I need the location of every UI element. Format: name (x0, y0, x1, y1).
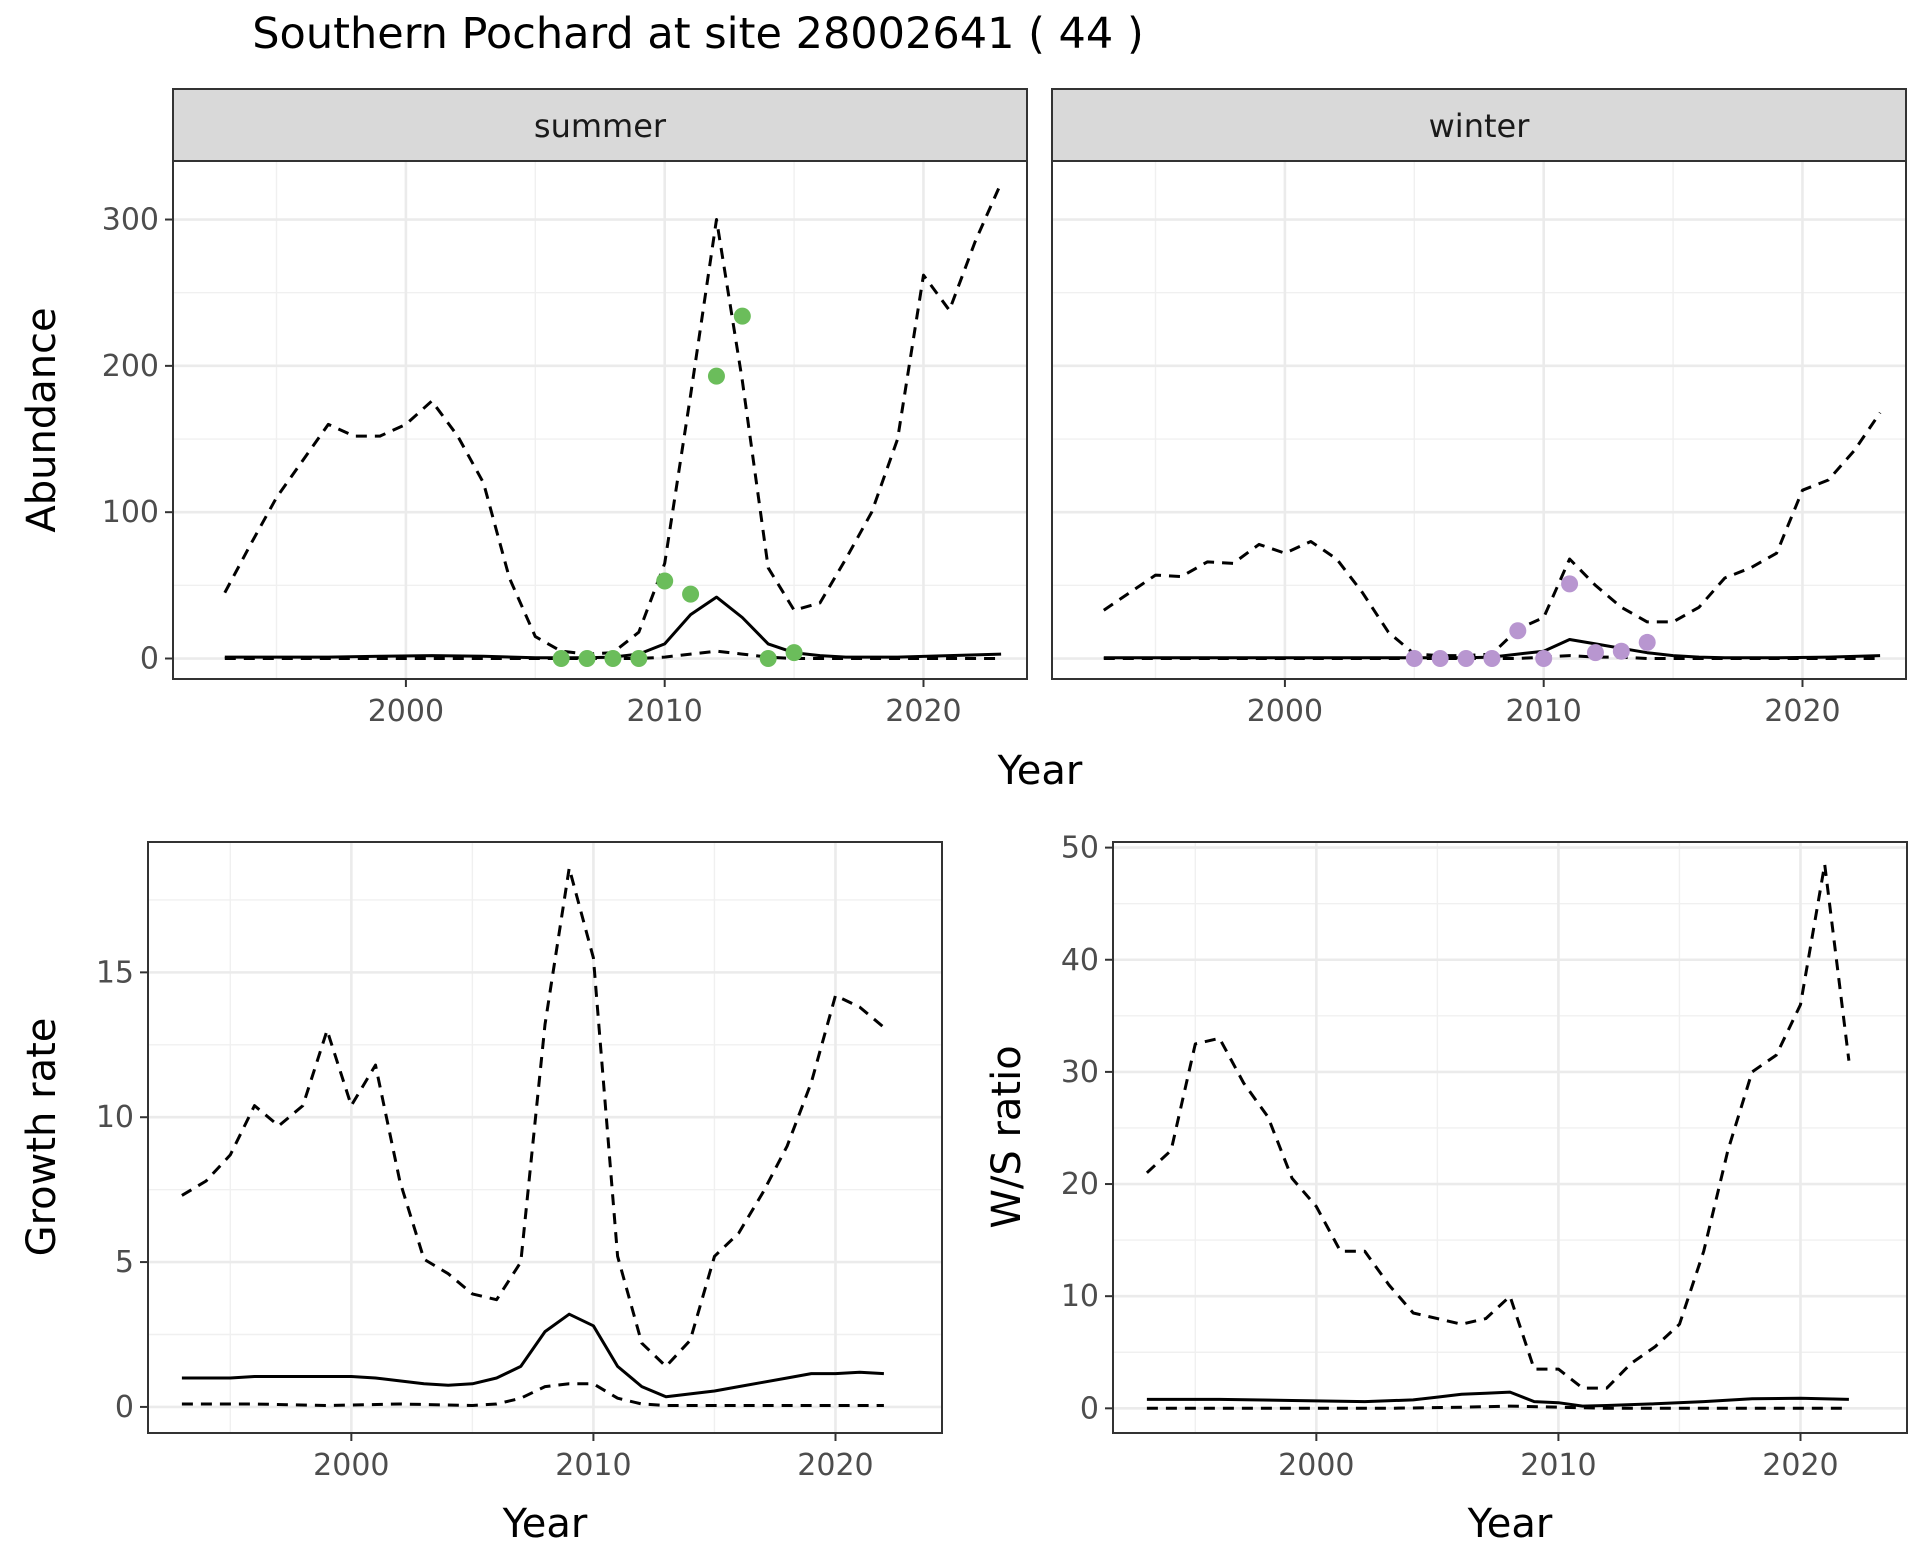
growth-rate-y-ticks: 0 5 10 15 (96, 955, 148, 1425)
dashed-line (1103, 654, 1881, 660)
ws-ratio-grid (1113, 842, 1907, 1433)
plot-background (173, 161, 1027, 679)
data-point (1561, 575, 1579, 593)
x-tick-label: 2000 (313, 1448, 389, 1483)
x-tick-label: 2020 (885, 694, 961, 729)
y-tick-label: 0 (115, 1390, 134, 1425)
y-tick-label: 0 (1080, 1391, 1099, 1426)
summer-plot-border (172, 160, 1028, 680)
data-point (1509, 622, 1527, 640)
winter-series (1102, 411, 1882, 668)
y-tick-label: 100 (102, 495, 159, 530)
winter-plot-border (1051, 160, 1907, 680)
data-point (656, 572, 674, 590)
summer-strip (172, 88, 1028, 162)
winter-x-ticks: 2000 2010 2020 (1247, 679, 1841, 729)
winter-strip-label: winter (1429, 107, 1531, 145)
data-point (1586, 644, 1604, 662)
y-tick-label: 50 (1061, 831, 1099, 866)
data-point (707, 367, 725, 385)
growth-rate-series (181, 866, 885, 1407)
ws-ratio-y-ticks: 0 10 20 30 40 50 (1061, 831, 1113, 1426)
data-point (682, 585, 700, 603)
y-tick-label: 40 (1061, 943, 1099, 978)
y-tick-label: 30 (1061, 1055, 1099, 1090)
y-tick-label: 15 (96, 955, 134, 990)
data-point (1612, 642, 1630, 660)
x-tick-label: 2000 (1247, 694, 1323, 729)
data-point (759, 650, 777, 668)
dashed-line (224, 649, 1002, 660)
data-point (630, 650, 648, 668)
ws-ratio-plot-border (1112, 841, 1908, 1434)
growth-rate-x-axis-title: Year (502, 1501, 588, 1547)
abundance-y-ticks: 0 100 200 300 (102, 203, 173, 677)
dashed-line (1145, 862, 1851, 1390)
y-tick-label: 300 (102, 203, 159, 238)
data-point (733, 307, 751, 325)
winter-panel: winter 2000 2010 2020 (1051, 88, 1907, 729)
x-tick-label: 2010 (1520, 1448, 1596, 1483)
abundance-x-axis-title: Year (997, 748, 1083, 794)
summer-grid (173, 161, 1027, 679)
data-point (785, 644, 803, 662)
data-point (1405, 650, 1423, 668)
data-point (1483, 650, 1501, 668)
summer-panel: summer 0 100 200 300 2000 2010 2020 (102, 88, 1028, 729)
x-tick-label: 2020 (797, 1448, 873, 1483)
dashed-line (181, 1382, 884, 1407)
abundance-y-axis-title: Abundance (19, 307, 65, 532)
data-point (1457, 650, 1475, 668)
x-tick-label: 2010 (627, 694, 703, 729)
ws-ratio-x-axis-title: Year (1467, 1501, 1553, 1547)
growth-rate-y-axis-title: Growth rate (19, 1018, 65, 1257)
y-tick-label: 0 (140, 642, 159, 677)
growth-rate-x-ticks: 2000 2010 2020 (313, 1433, 874, 1483)
x-tick-label: 2010 (1506, 694, 1582, 729)
plot-background (1113, 842, 1907, 1433)
chart-title: Southern Pochard at site 28002641 ( 44 ) (252, 9, 1143, 59)
growth-rate-grid (148, 842, 942, 1433)
plot-background (1052, 161, 1906, 679)
data-point (604, 650, 622, 668)
growth-rate-panel: 0 5 10 15 2000 2010 2020 (96, 841, 943, 1483)
ws-ratio-x-ticks: 2000 2010 2020 (1278, 1433, 1839, 1483)
x-tick-label: 2000 (1278, 1448, 1354, 1483)
solid-line (181, 1312, 884, 1399)
y-tick-label: 200 (102, 349, 159, 384)
x-tick-label: 2000 (368, 694, 444, 729)
y-tick-label: 10 (1061, 1279, 1099, 1314)
y-tick-label: 5 (115, 1245, 134, 1280)
winter-grid (1052, 161, 1906, 679)
dashed-line (181, 866, 885, 1368)
solid-line (224, 595, 1002, 660)
ws-ratio-y-axis-title: W/S ratio (984, 1045, 1030, 1228)
dashed-line (1146, 1404, 1849, 1410)
ws-ratio-series (1145, 862, 1851, 1410)
summer-series (223, 182, 1003, 668)
data-point (1535, 650, 1553, 668)
summer-strip-label: summer (534, 107, 667, 145)
x-tick-label: 2020 (1762, 1448, 1838, 1483)
data-point (552, 650, 570, 668)
x-tick-label: 2010 (555, 1448, 631, 1483)
summer-x-ticks: 2000 2010 2020 (368, 679, 962, 729)
winter-strip (1051, 88, 1907, 162)
data-point (578, 650, 596, 668)
data-point (1431, 650, 1449, 668)
x-tick-label: 2020 (1764, 694, 1840, 729)
y-tick-label: 20 (1061, 1167, 1099, 1202)
solid-line (1146, 1390, 1849, 1408)
data-point (1638, 633, 1656, 651)
growth-rate-plot-border (147, 841, 943, 1434)
plot-background (148, 842, 942, 1433)
ws-ratio-panel: 0 10 20 30 40 50 2000 2010 2020 (1061, 831, 1908, 1483)
y-tick-label: 10 (96, 1100, 134, 1135)
